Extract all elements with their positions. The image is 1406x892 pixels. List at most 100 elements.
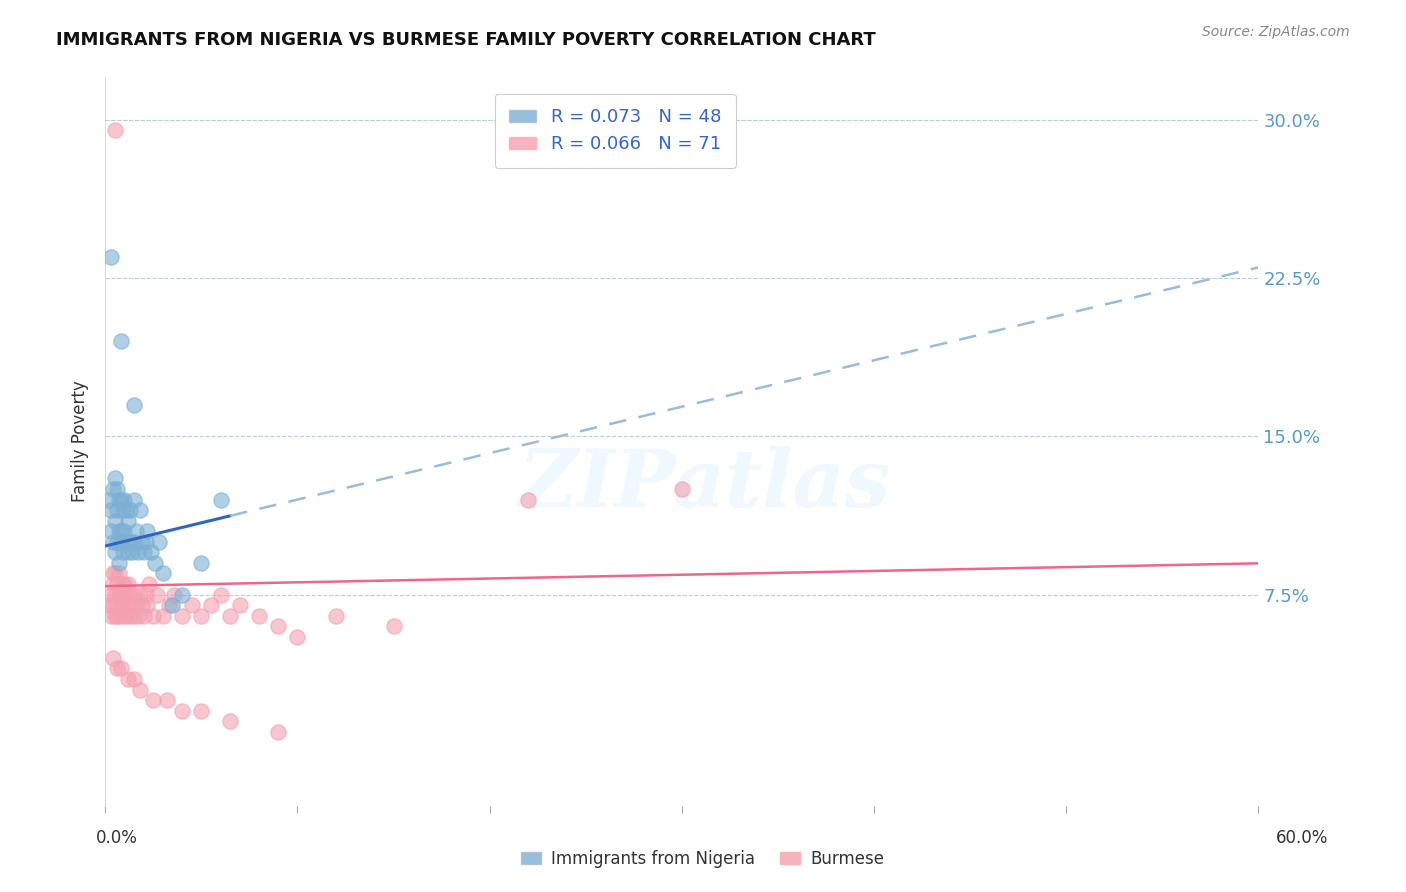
Point — [104, 514, 127, 528]
Point — [104, 471, 127, 485]
Point — [120, 534, 142, 549]
Point — [121, 545, 143, 559]
Point — [110, 334, 132, 349]
Point — [104, 123, 127, 137]
Point — [120, 608, 142, 623]
Point — [172, 704, 194, 718]
Text: 0.0%: 0.0% — [96, 829, 138, 847]
Point — [105, 661, 128, 675]
Point — [267, 724, 290, 739]
Point — [138, 577, 160, 591]
Point — [131, 598, 153, 612]
Point — [152, 608, 174, 623]
Point — [141, 545, 163, 559]
Point — [136, 598, 159, 612]
Point — [105, 534, 128, 549]
Point — [105, 608, 128, 623]
Point — [128, 503, 150, 517]
Point — [229, 598, 252, 612]
Point — [209, 492, 232, 507]
Point — [219, 608, 242, 623]
Point — [117, 577, 139, 591]
Point — [101, 482, 124, 496]
Point — [101, 534, 124, 549]
Point — [111, 577, 134, 591]
Point — [115, 588, 138, 602]
Point — [142, 608, 165, 623]
Point — [180, 598, 202, 612]
Point — [104, 545, 127, 559]
Point — [114, 588, 136, 602]
Point — [114, 598, 136, 612]
Point — [122, 534, 145, 549]
Point — [128, 682, 150, 697]
Point — [122, 588, 145, 602]
Point — [115, 608, 138, 623]
Point — [107, 556, 129, 570]
Point — [209, 588, 232, 602]
Point — [107, 492, 129, 507]
Point — [104, 608, 127, 623]
Point — [143, 556, 166, 570]
Point — [105, 577, 128, 591]
Point — [100, 250, 122, 264]
Point — [101, 598, 124, 612]
Point — [671, 482, 693, 496]
Point — [172, 588, 194, 602]
Point — [115, 503, 138, 517]
Point — [98, 598, 121, 612]
Point — [146, 588, 169, 602]
Point — [136, 524, 159, 539]
Point — [190, 608, 212, 623]
Point — [122, 608, 145, 623]
Point — [111, 545, 134, 559]
Point — [132, 545, 155, 559]
Point — [107, 608, 129, 623]
Point — [190, 556, 212, 570]
Point — [219, 714, 242, 729]
Point — [105, 598, 128, 612]
Point — [125, 524, 148, 539]
Point — [101, 566, 124, 581]
Point — [114, 492, 136, 507]
Point — [117, 514, 139, 528]
Point — [127, 545, 149, 559]
Point — [100, 524, 122, 539]
Point — [101, 577, 124, 591]
Point — [111, 608, 134, 623]
Text: ZIPatlas: ZIPatlas — [519, 447, 891, 524]
Point — [148, 534, 170, 549]
Point — [172, 608, 194, 623]
Text: IMMIGRANTS FROM NIGERIA VS BURMESE FAMILY POVERTY CORRELATION CHART: IMMIGRANTS FROM NIGERIA VS BURMESE FAMIL… — [56, 31, 876, 49]
Point — [163, 588, 186, 602]
Text: 60.0%: 60.0% — [1277, 829, 1329, 847]
Point — [98, 492, 121, 507]
Point — [110, 661, 132, 675]
Point — [517, 492, 540, 507]
Point — [287, 630, 309, 644]
Point — [128, 588, 150, 602]
Point — [117, 672, 139, 686]
Point — [110, 524, 132, 539]
Point — [190, 704, 212, 718]
Point — [107, 588, 129, 602]
Point — [107, 566, 129, 581]
Point — [156, 693, 179, 707]
Y-axis label: Family Poverty: Family Poverty — [72, 381, 89, 502]
Point — [115, 534, 138, 549]
Point — [101, 651, 124, 665]
Point — [247, 608, 270, 623]
Point — [114, 577, 136, 591]
Point — [110, 598, 132, 612]
Point — [107, 524, 129, 539]
Point — [132, 608, 155, 623]
Point — [117, 598, 139, 612]
Point — [100, 608, 122, 623]
Point — [157, 598, 180, 612]
Point — [152, 566, 174, 581]
Point — [100, 503, 122, 517]
Text: Source: ZipAtlas.com: Source: ZipAtlas.com — [1202, 25, 1350, 39]
Point — [267, 619, 290, 633]
Point — [120, 503, 142, 517]
Point — [105, 482, 128, 496]
